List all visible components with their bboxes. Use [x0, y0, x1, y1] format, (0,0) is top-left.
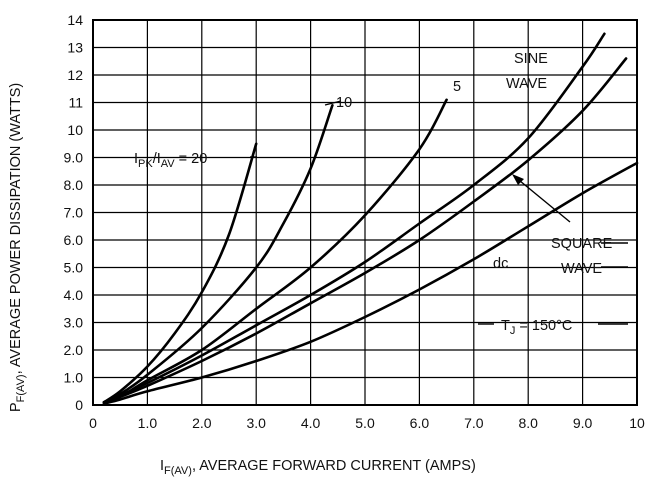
series-line-20: [102, 142, 258, 404]
sine-label-line1: SINE: [514, 51, 548, 67]
y-tick-label: 1.0: [64, 370, 84, 386]
tick-labels: 0 1.0 2.0 3.0 4.0 5.0 6.0 7.0 8.0 9.0 10 0 1.0 2.0 3.0…: [64, 12, 645, 431]
y-tick-label: 8.0: [64, 177, 84, 193]
x-tick-label: 2.0: [192, 415, 212, 431]
y-tick-label: 13: [67, 40, 83, 56]
y-tick-label: 11: [68, 95, 83, 111]
x-tick-label: 3.0: [246, 415, 266, 431]
y-tick-label: 6.0: [64, 232, 84, 248]
y-axis-title: PF(AV), AVERAGE POWER DISSIPATION (WATTS…: [8, 83, 27, 412]
x-tick-label: 7.0: [464, 415, 484, 431]
x-tick-label: 0: [89, 415, 97, 431]
y-tick-label: 4.0: [64, 287, 84, 303]
sine-label-line2: WAVE: [506, 76, 547, 92]
label-5: 5: [453, 79, 461, 95]
square-label-line2: WAVE: [561, 261, 602, 277]
y-tick-label: 3.0: [64, 315, 84, 331]
series-line-10: [102, 104, 334, 404]
x-tick-label: 5.0: [355, 415, 375, 431]
plot-frame: [92, 19, 638, 406]
square-arrow-head: [512, 174, 524, 185]
y-tick-label: 5.0: [64, 260, 84, 276]
series-line-sine-wave: [102, 32, 606, 404]
y-tick-label: 9.0: [64, 150, 84, 166]
x-axis-title: IF(AV), AVERAGE FORWARD CURRENT (AMPS): [160, 458, 476, 477]
square-arrow-line: [513, 175, 571, 223]
y-tick-label: 14: [67, 12, 83, 28]
label-10: 10: [336, 95, 352, 111]
series-line-square-wave: [102, 57, 628, 404]
grid-layer: [93, 20, 637, 405]
square-label-line1: SQUARE: [551, 236, 613, 252]
y-tick-label: 2.0: [64, 342, 84, 358]
label-10-leader-line: [324, 100, 342, 106]
dc-label: dc: [493, 256, 508, 272]
y-tick-label: 7.0: [64, 205, 84, 221]
x-tick-label: 1.0: [138, 415, 158, 431]
x-tick-label: 4.0: [301, 415, 321, 431]
series-line-dc: [102, 161, 639, 405]
y-tick-label: 10: [67, 122, 83, 138]
x-tick-label: 6.0: [410, 415, 430, 431]
tj-label: TJ = 150°C: [501, 318, 572, 337]
x-tick-label: 8.0: [518, 415, 538, 431]
x-tick-label: 10: [629, 415, 645, 431]
ratio-label: IPK/IAV = 20: [134, 151, 207, 170]
y-tick-label: 12: [67, 67, 83, 83]
curve-layer: [102, 32, 639, 405]
y-tick-label: 0: [75, 397, 83, 413]
x-tick-label: 9.0: [573, 415, 593, 431]
